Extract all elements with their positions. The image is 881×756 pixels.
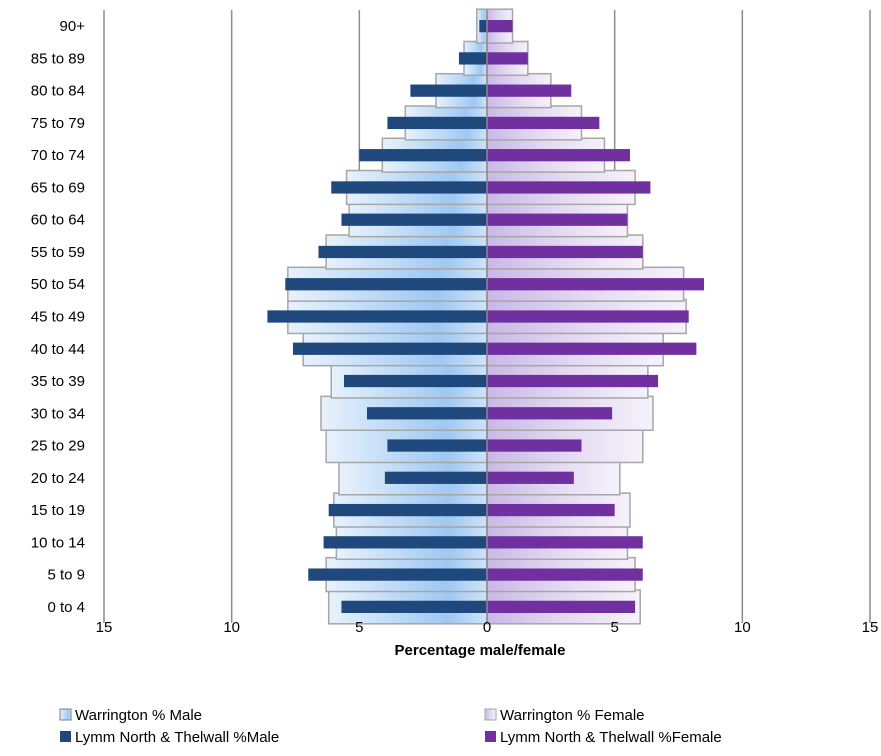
bar-right-lymm-5 — [487, 439, 581, 451]
bar-right-lymm-13 — [487, 181, 650, 193]
y-tick-label: 5 to 9 — [47, 567, 85, 584]
bar-right-lymm-1 — [487, 568, 643, 580]
bar-right-lymm-15 — [487, 117, 599, 129]
bar-left-lymm-17 — [459, 52, 487, 64]
bar-right-lymm-12 — [487, 214, 627, 226]
bar-right-lymm-16 — [487, 85, 571, 97]
bar-left-lymm-6 — [367, 407, 487, 419]
bar-left-lymm-8 — [293, 343, 487, 355]
bar-left-lymm-16 — [410, 85, 487, 97]
y-axis-labels: 0 to 4 5 to 9 10 to 14 15 to 19 20 to 24 25 t… — [31, 18, 85, 616]
bar-left-lymm-2 — [324, 536, 487, 548]
bar-right-lymm-8 — [487, 343, 696, 355]
x-tick-label: 10 — [223, 619, 240, 636]
bar-right-lymm-10 — [487, 278, 704, 290]
y-tick-label: 45 to 49 — [31, 309, 85, 326]
x-axis-labels: 15 10 5 0 5 10 15 — [96, 619, 879, 636]
bar-left-lymm-3 — [329, 504, 487, 516]
bar-right-lymm-2 — [487, 536, 643, 548]
bar-left-lymm-0 — [341, 601, 487, 613]
bar-right-lymm-14 — [487, 149, 630, 161]
bar-left-lymm-5 — [387, 439, 487, 451]
bar-left-lymm-13 — [331, 181, 487, 193]
x-tick-label: 5 — [610, 619, 618, 636]
bar-right-lymm-0 — [487, 601, 635, 613]
x-axis-title: Percentage male/female — [395, 642, 566, 659]
legend-label-3: Lymm North & Thelwall %Female — [500, 729, 722, 746]
bar-left-lymm-14 — [359, 149, 487, 161]
y-tick-label: 0 to 4 — [47, 599, 85, 616]
legend: Warrington % Male Warrington % Female Lym… — [60, 707, 722, 746]
y-tick-label: 70 to 74 — [31, 147, 85, 164]
legend-label-2: Lymm North & Thelwall %Male — [75, 729, 279, 746]
y-tick-label: 85 to 89 — [31, 50, 85, 67]
bar-left-lymm-18 — [479, 20, 487, 32]
y-tick-label: 15 to 19 — [31, 502, 85, 519]
y-tick-label: 80 to 84 — [31, 83, 85, 100]
x-tick-label: 15 — [96, 619, 113, 636]
bar-right-lymm-6 — [487, 407, 612, 419]
y-tick-label: 75 to 79 — [31, 115, 85, 132]
bar-right-lymm-9 — [487, 310, 689, 322]
legend-swatch-1 — [485, 709, 496, 720]
y-tick-label: 40 to 44 — [31, 341, 85, 358]
y-tick-label: 60 to 64 — [31, 212, 85, 229]
bar-right-lymm-4 — [487, 472, 574, 484]
x-tick-label: 10 — [734, 619, 751, 636]
legend-swatch-2 — [60, 731, 71, 742]
bar-left-lymm-15 — [387, 117, 487, 129]
y-tick-label: 10 to 14 — [31, 534, 85, 551]
x-tick-label: 5 — [355, 619, 363, 636]
y-tick-label: 25 to 29 — [31, 438, 85, 455]
bar-left-lymm-10 — [285, 278, 487, 290]
y-tick-label: 55 to 59 — [31, 244, 85, 261]
y-tick-label: 90+ — [60, 18, 86, 35]
bar-left-lymm-7 — [344, 375, 487, 387]
y-tick-label: 20 to 24 — [31, 470, 85, 487]
y-tick-label: 65 to 69 — [31, 179, 85, 196]
y-tick-label: 35 to 39 — [31, 373, 85, 390]
bar-right-lymm-17 — [487, 52, 528, 64]
legend-label-1: Warrington % Female — [500, 707, 645, 724]
bar-left-lymm-9 — [267, 310, 487, 322]
legend-label-0: Warrington % Male — [75, 707, 202, 724]
y-tick-label: 50 to 54 — [31, 276, 85, 293]
legend-swatch-3 — [485, 731, 496, 742]
x-tick-label: 0 — [483, 619, 491, 636]
bar-right-lymm-11 — [487, 246, 643, 258]
bar-left-lymm-1 — [308, 568, 487, 580]
x-tick-label: 15 — [862, 619, 879, 636]
bar-right-lymm-3 — [487, 504, 615, 516]
bar-left-lymm-12 — [341, 214, 487, 226]
y-tick-label: 30 to 34 — [31, 405, 85, 422]
bar-right-lymm-7 — [487, 375, 658, 387]
bar-left-lymm-11 — [318, 246, 487, 258]
bar-right-lymm-18 — [487, 20, 513, 32]
legend-swatch-0 — [60, 709, 71, 720]
bar-left-lymm-4 — [385, 472, 487, 484]
